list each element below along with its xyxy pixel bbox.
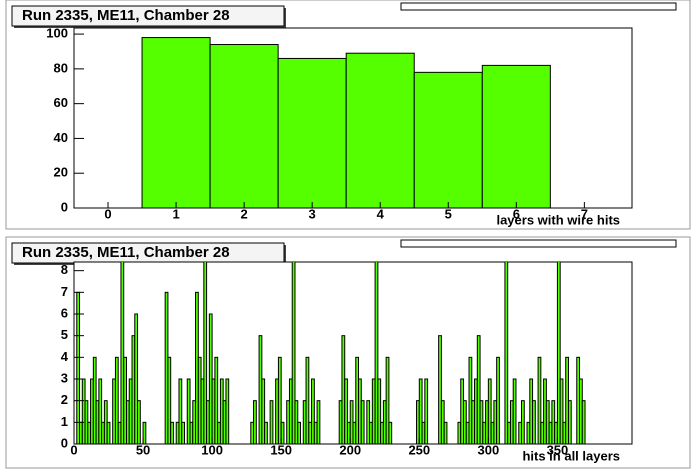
bar [280, 421, 285, 444]
bar [261, 378, 266, 444]
bar [137, 400, 141, 444]
y-tick-label: 7 [61, 284, 68, 299]
bar [225, 378, 230, 444]
bar [388, 421, 393, 444]
x-tick-label: 100 [201, 442, 223, 457]
bar [277, 356, 282, 444]
bar [377, 378, 382, 444]
x-axis-label: hits in all layers [522, 448, 620, 463]
bar [297, 421, 302, 444]
stats-box [400, 239, 677, 248]
bar [521, 400, 525, 444]
bar [269, 400, 274, 444]
bar [581, 400, 586, 444]
y-tick-label: 40 [54, 130, 68, 145]
bar [374, 262, 379, 444]
bar [316, 400, 321, 444]
y-tick-label: 0 [61, 435, 68, 450]
title-box [11, 5, 285, 27]
x-tick-label: 50 [136, 442, 150, 457]
bar [311, 378, 315, 444]
y-tick-label: 60 [54, 95, 68, 110]
bar [476, 335, 481, 444]
bar [418, 378, 423, 444]
plot-area [141, 37, 551, 208]
x-tick-label: 6 [513, 206, 520, 221]
x-tick-label: 350 [547, 442, 569, 457]
x-tick-label: 5 [445, 206, 452, 221]
bar [487, 378, 492, 444]
bar [181, 421, 185, 444]
bar [214, 356, 219, 444]
x-axis-label: layers with wire hits [496, 212, 620, 227]
bar [114, 356, 119, 444]
y-tick-label: 5 [61, 327, 68, 342]
y-tick-label: 4 [61, 349, 69, 364]
bar [556, 262, 561, 444]
x-tick-label: 1 [172, 206, 179, 221]
y-tick-label: 100 [46, 26, 68, 41]
y-tick-label: 3 [61, 370, 68, 385]
bar [385, 356, 390, 444]
bar [178, 378, 183, 444]
x-tick-label: 250 [408, 442, 430, 457]
bar [496, 356, 500, 444]
y-tick-label: 20 [54, 165, 68, 180]
bar [209, 44, 279, 208]
bar [277, 57, 347, 208]
bar [413, 71, 483, 208]
stats-box [400, 2, 677, 11]
x-tick-label: 2 [241, 206, 248, 221]
x-tick-label: 7 [581, 206, 588, 221]
bar [504, 262, 509, 444]
bar [120, 262, 125, 444]
bar [167, 356, 172, 444]
bar [253, 400, 257, 444]
bar [141, 37, 211, 208]
x-tick-label: 300 [478, 442, 500, 457]
y-tick-label: 8 [61, 262, 68, 277]
bar [438, 335, 442, 444]
x-tick-label: 200 [339, 442, 361, 457]
y-tick-label: 0 [61, 199, 68, 214]
bar [98, 378, 103, 444]
y-tick-label: 2 [61, 392, 68, 407]
bar [344, 378, 348, 444]
bar [559, 378, 564, 444]
x-tick-label: 150 [270, 442, 292, 457]
chart-title: Run 2335, ME11, Chamber 28 [22, 244, 230, 261]
bar [481, 64, 551, 208]
bar [305, 356, 310, 444]
y-tick-label: 80 [54, 60, 68, 75]
bar [264, 421, 268, 444]
y-tick-label: 1 [61, 414, 68, 429]
bar [537, 356, 542, 444]
bar [134, 313, 139, 444]
plot-area [76, 262, 586, 444]
bar [512, 378, 517, 444]
bar [532, 400, 536, 444]
bar [186, 378, 191, 444]
y-tick-label: 6 [61, 305, 68, 320]
bar [443, 421, 448, 444]
bar [424, 378, 429, 444]
bar [76, 291, 81, 444]
x-tick-label: 0 [104, 206, 111, 221]
x-tick-label: 4 [377, 206, 385, 221]
bar [106, 421, 111, 444]
x-tick-label: 3 [309, 206, 316, 221]
bar [345, 52, 415, 208]
bar [170, 421, 174, 444]
bar [203, 262, 208, 444]
bar [291, 262, 296, 444]
x-tick-label: 0 [70, 442, 77, 457]
bar [567, 400, 572, 444]
bar [360, 400, 365, 444]
chart-title: Run 2335, ME11, Chamber 28 [22, 7, 230, 24]
bar [142, 421, 147, 444]
